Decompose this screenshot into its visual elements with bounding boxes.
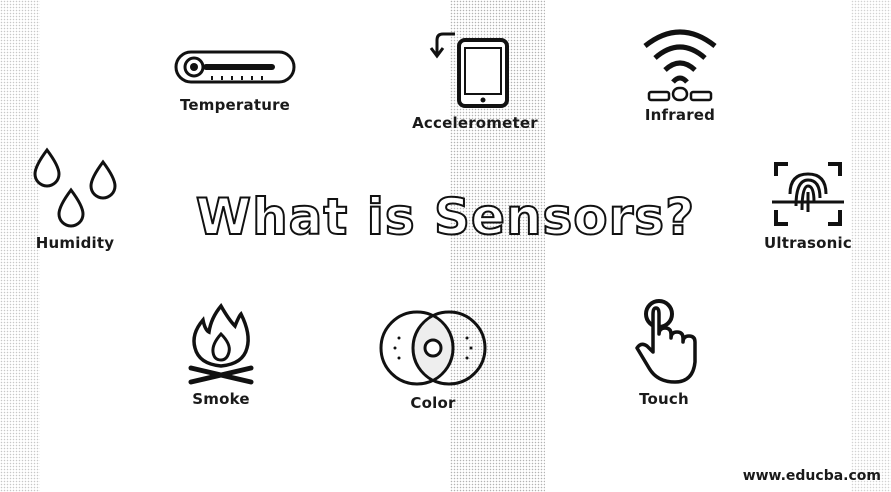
fingerprint-scan-icon	[772, 162, 844, 226]
sensor-label: Color	[410, 394, 456, 412]
sensor-ultrasonic: Ultrasonic	[733, 158, 883, 252]
thermometer-icon	[174, 50, 296, 84]
sensor-label: Accelerometer	[412, 114, 538, 132]
sensor-accelerometer: Accelerometer	[400, 26, 550, 132]
sensor-label: Touch	[639, 390, 689, 408]
dot-pattern-right	[851, 0, 891, 492]
sensor-label: Ultrasonic	[764, 234, 852, 252]
sensor-label: Smoke	[192, 390, 250, 408]
watermark-url: www.educba.com	[742, 468, 881, 484]
sensor-label: Infrared	[644, 106, 716, 124]
dot-pattern-left	[0, 0, 40, 492]
sensor-temperature: Temperature	[160, 42, 310, 114]
sensor-color: Color	[358, 306, 508, 412]
page-title: What is Sensors?	[195, 187, 696, 247]
sensor-humidity: Humidity	[0, 146, 150, 252]
sensor-label: Humidity	[35, 234, 115, 252]
sensor-infrared: Infrared	[605, 24, 755, 124]
tap-hand-icon	[635, 299, 697, 384]
water-drops-icon	[33, 147, 117, 228]
sensor-smoke: Smoke	[146, 300, 296, 408]
wifi-signal-icon	[643, 29, 717, 102]
tablet-rotate-icon	[429, 32, 509, 108]
sensor-label: Temperature	[179, 96, 291, 114]
campfire-icon	[188, 302, 254, 385]
sensor-touch: Touch	[589, 296, 739, 408]
color-circles-icon	[379, 310, 487, 386]
